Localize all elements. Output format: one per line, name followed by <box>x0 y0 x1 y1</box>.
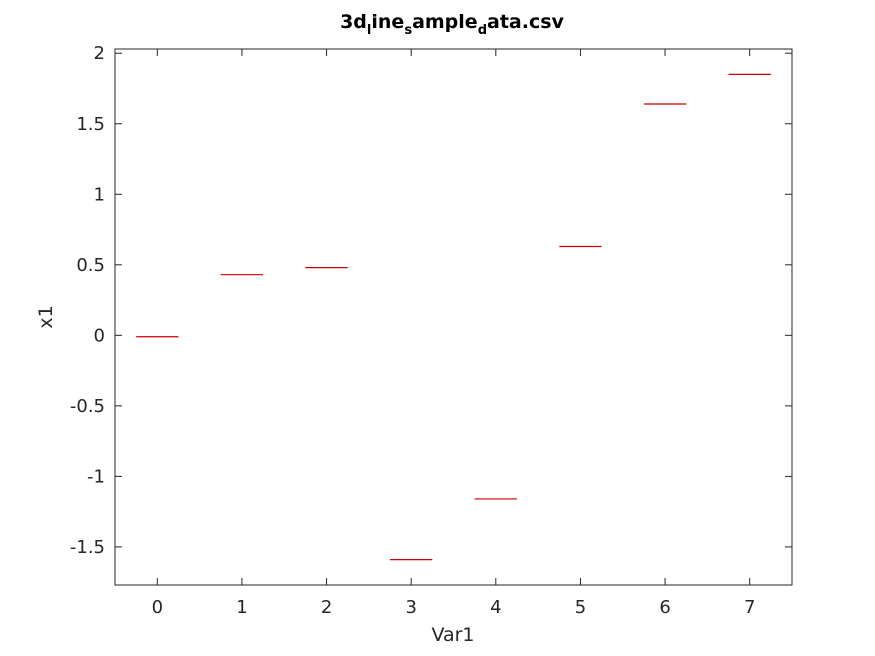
x-tick-label: 1 <box>236 597 247 618</box>
axes-group: 0 1 2 3 4 5 6 7 -1.5 -1 -0.5 0 0.5 1 1.5 2 <box>70 43 793 618</box>
y-tick-label: 1 <box>94 184 105 205</box>
title-part: s <box>404 23 412 38</box>
y-tick-label: 1.5 <box>76 114 105 135</box>
y-tick-label: 2 <box>94 43 105 64</box>
chart-title: 3dlinesampledata.csv <box>340 11 564 38</box>
x-tick-label: 4 <box>490 597 501 618</box>
y-tick-label: 0 <box>94 325 105 346</box>
title-part: d <box>478 23 487 38</box>
title-part: l <box>367 23 371 38</box>
x-tick-label: 7 <box>744 597 755 618</box>
y-tick-label: -1 <box>87 466 105 487</box>
y-axis-label: x1 <box>35 305 57 328</box>
x-tick-label: 0 <box>152 597 163 618</box>
bars-group <box>136 73 771 561</box>
x-tick-label: 2 <box>321 597 332 618</box>
x-tick-label: 3 <box>405 597 416 618</box>
y-tick-label: 0.5 <box>76 255 105 276</box>
x-tick-label: 6 <box>659 597 670 618</box>
y-tick-label: -0.5 <box>70 396 105 417</box>
title-part: 3d <box>340 11 367 33</box>
title-part: ata.csv <box>487 11 565 33</box>
title-part: ine <box>371 11 404 33</box>
x-tick-label: 5 <box>575 597 586 618</box>
axes-box <box>114 48 793 586</box>
title-part: ample <box>412 11 478 33</box>
plot-area <box>115 49 792 585</box>
x-axis-label: Var1 <box>431 624 474 646</box>
y-tick-label: -1.5 <box>70 537 105 558</box>
